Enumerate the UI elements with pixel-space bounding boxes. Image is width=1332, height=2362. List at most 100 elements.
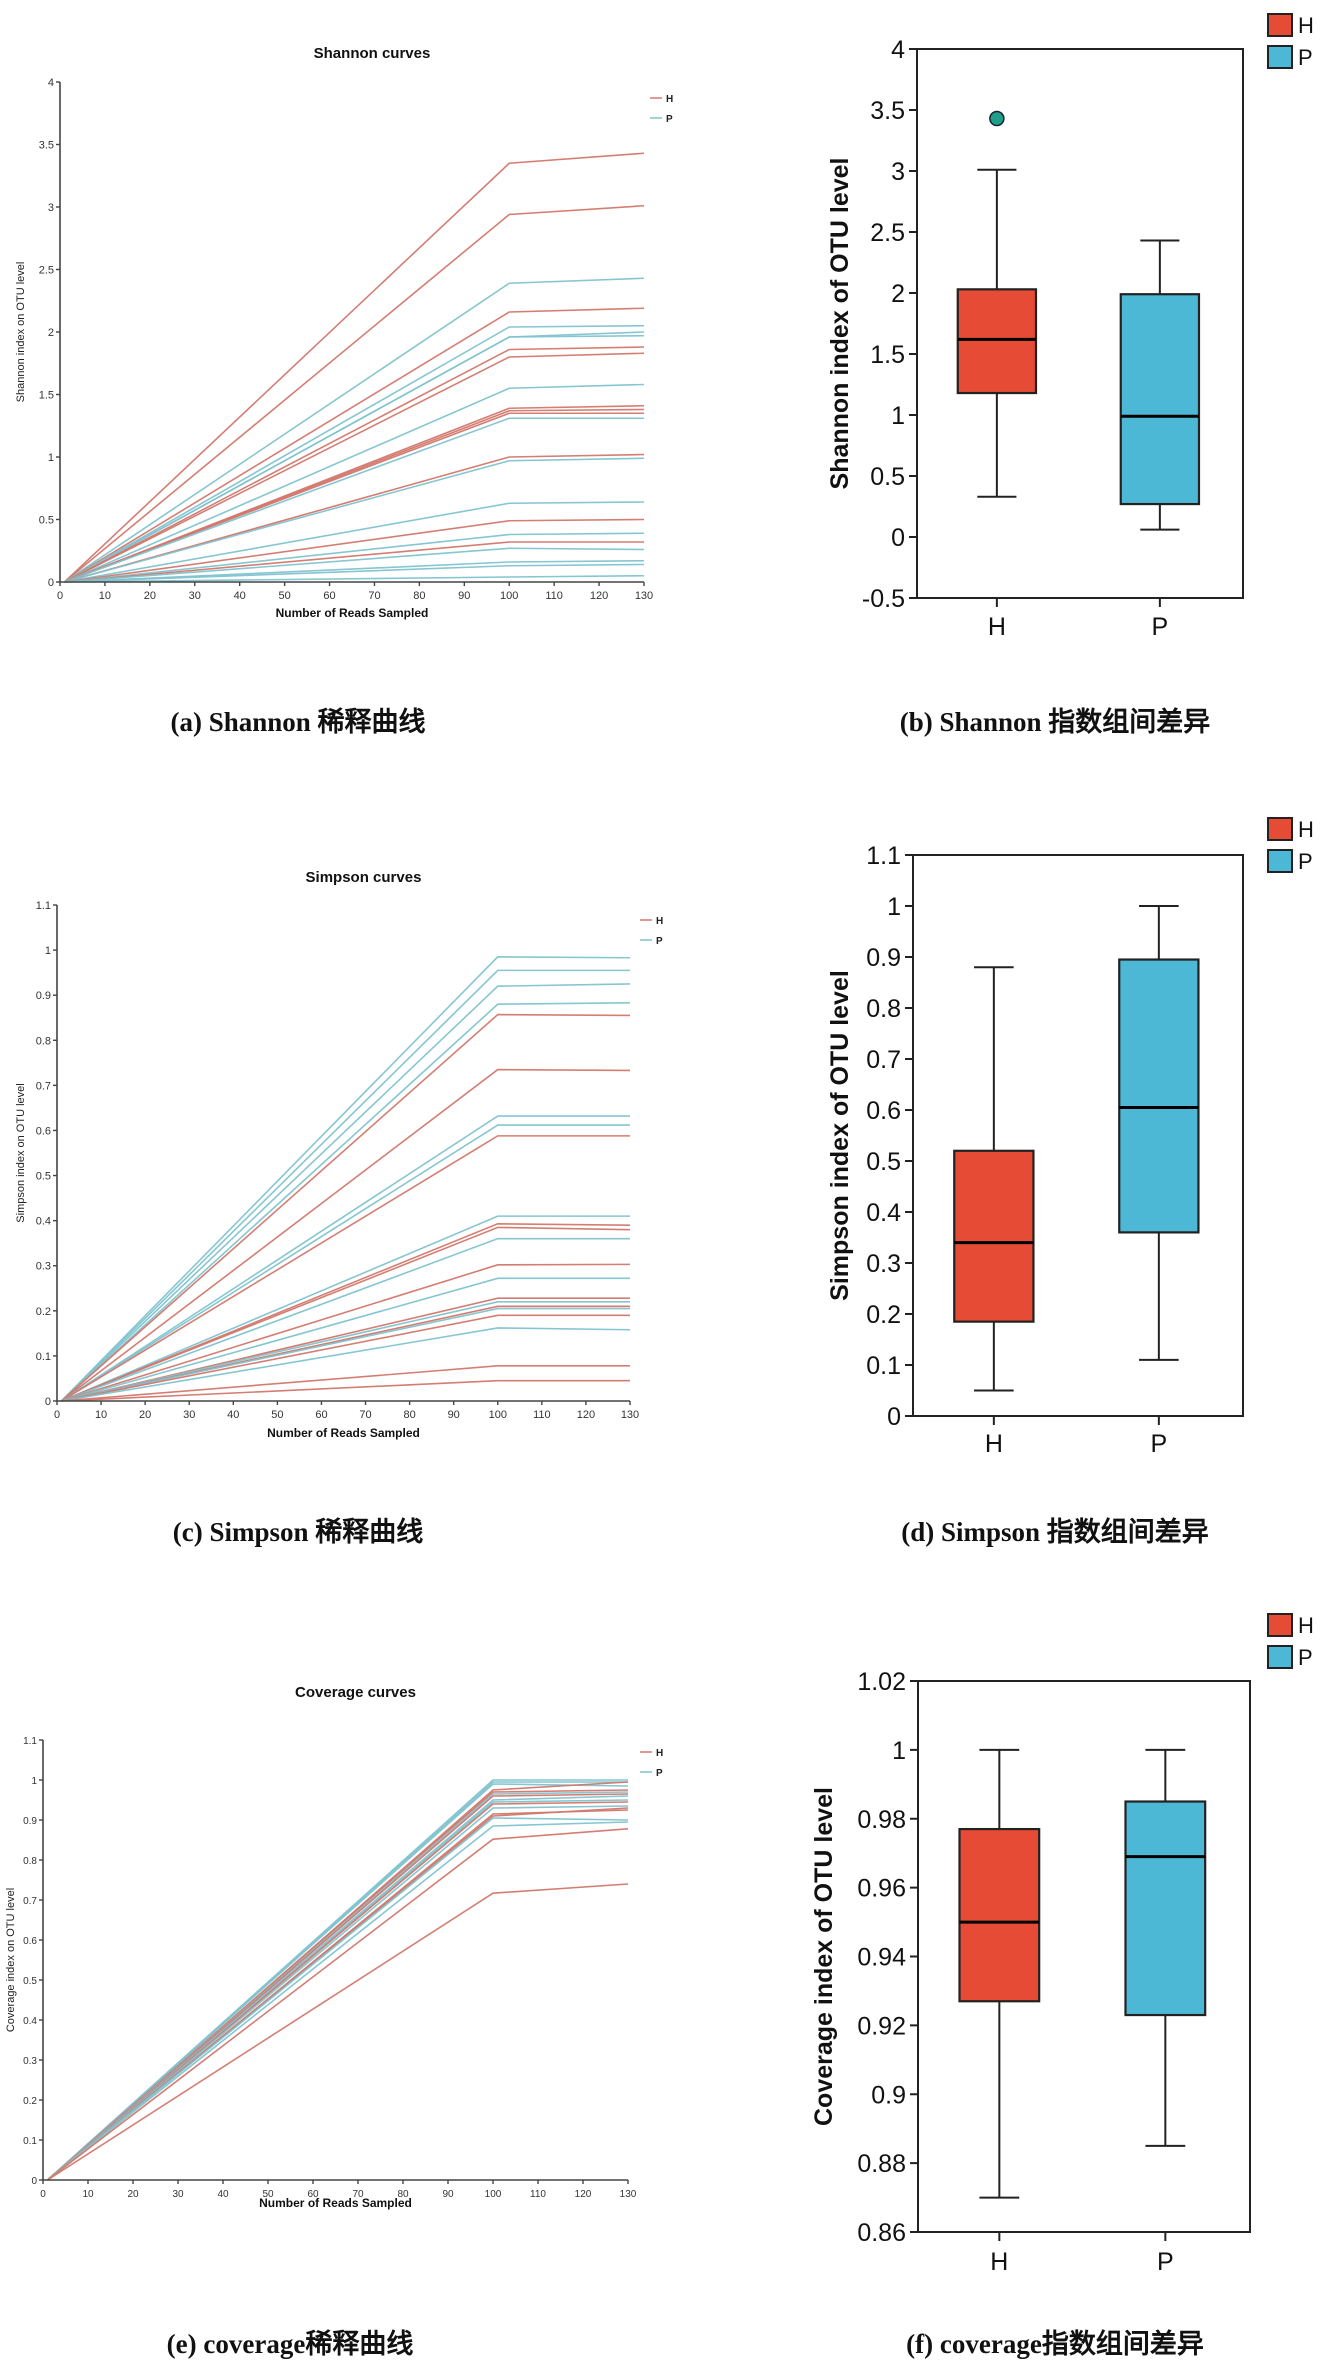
series-line-h	[61, 1263, 631, 1402]
box-iqr	[958, 1827, 1041, 2003]
series-line-p	[46, 1783, 629, 2181]
x-tick-label: 100	[485, 2189, 502, 2200]
x-tick-label: 30	[189, 590, 201, 602]
y-tick-label: 0.2	[866, 1301, 901, 1329]
series-line-p	[64, 501, 645, 583]
x-tick-label: 110	[533, 1409, 551, 1421]
series-line-h	[61, 1222, 631, 1402]
series-line-p	[64, 532, 645, 583]
y-tick-label: 3.5	[870, 97, 905, 125]
outlier-point	[989, 110, 1005, 127]
x-tick-label: 20	[144, 590, 156, 602]
legend-label-p: P	[1298, 849, 1313, 874]
y-tick-label: 1	[892, 1737, 906, 1765]
x-tick-label: 60	[315, 1409, 327, 1421]
legend-swatch-h	[1267, 1613, 1293, 1637]
x-tick-label: 40	[234, 590, 246, 602]
series-line-p	[64, 417, 644, 583]
series-line-h	[47, 1828, 629, 2181]
y-tick-label: 0.1	[36, 1351, 51, 1363]
chart-title: Simpson curves	[306, 869, 422, 886]
x-axis-label: Number of Reads Sampled	[267, 1426, 420, 1440]
series-line-h	[46, 1789, 629, 2181]
x-tick-label: H	[988, 613, 1006, 641]
series-line-h	[60, 1068, 631, 1402]
y-tick-label: 0.8	[866, 995, 901, 1023]
y-tick-label: 0.8	[36, 1035, 51, 1047]
y-axis-label: Coverage index on OTU level	[5, 1888, 17, 2032]
caption-d: (d) Simpson 指数组间差异	[901, 1517, 1209, 1547]
x-tick-label: 70	[368, 590, 380, 602]
series-line-h	[46, 1801, 629, 2181]
x-tick-label: 70	[359, 1409, 371, 1421]
x-tick-label: H	[990, 2248, 1008, 2276]
legend-label-h: H	[1298, 817, 1314, 842]
x-tick-label: 100	[489, 1409, 507, 1421]
x-tick-label: P	[1152, 613, 1169, 641]
x-tick-label: 130	[635, 590, 653, 602]
y-tick-label: 1	[891, 402, 905, 430]
y-axis-label: Shannon index of OTU level	[826, 158, 854, 490]
caption-c: (c) Simpson 稀释曲线	[172, 1517, 424, 1547]
x-tick-label: 90	[458, 590, 470, 602]
x-tick-label: 20	[139, 1409, 151, 1421]
box-iqr	[1119, 293, 1201, 506]
box-iqr	[1124, 1800, 1207, 2017]
caption-e: (e) coverage稀释曲线	[166, 2329, 414, 2359]
x-tick-label: 120	[590, 590, 608, 602]
x-tick-label: 120	[575, 2189, 592, 2200]
y-tick-label: 0.6	[866, 1097, 901, 1125]
x-tick-label: P	[1157, 2248, 1174, 2276]
x-tick-label: 90	[442, 2189, 454, 2200]
series-line-p	[46, 1817, 629, 2181]
series-line-p	[60, 969, 630, 1402]
chart-d: 0 0.1 0.2 0.3 0.4 0.5 0.6 0.7 0.8 0.9 1 1.1 Simpson …	[826, 817, 1314, 1458]
x-tick-label: 0	[54, 1409, 60, 1421]
series-line-h	[63, 204, 645, 583]
series-line-h	[61, 1365, 630, 1402]
box-p	[1119, 239, 1201, 531]
chart-c: Simpson curves 0 0.1 0.2 0.3 0.4 0.5 0.6 0.7 0.8 0…	[15, 869, 663, 1440]
y-tick-label: 0	[891, 524, 905, 552]
x-tick-label: 10	[82, 2189, 94, 2200]
y-tick-label: 1	[45, 945, 51, 957]
x-tick-label: 30	[172, 2189, 184, 2200]
x-tick-label: 130	[621, 1409, 639, 1421]
legend-label-p: P	[656, 1768, 663, 1779]
y-tick-label: 0.4	[23, 2016, 37, 2027]
y-tick-label: 3.5	[39, 140, 54, 152]
x-tick-label: 0	[40, 2189, 46, 2200]
legend-label-h: H	[656, 1748, 663, 1759]
legend-label-p: P	[666, 114, 673, 125]
y-tick-label: 1.5	[870, 341, 905, 369]
y-tick-label: 3	[891, 158, 905, 186]
y-tick-label: 0.5	[36, 1171, 51, 1183]
series-line-h	[46, 1793, 629, 2181]
y-tick-label: 0.3	[36, 1261, 51, 1273]
series-line-p	[64, 559, 645, 583]
x-axis-label: Number of Reads Sampled	[259, 2196, 412, 2210]
chart-title: Shannon curves	[314, 45, 431, 62]
plot-frame	[912, 854, 1244, 1417]
y-tick-label: 0.6	[23, 1936, 37, 1947]
x-tick-label: 60	[323, 590, 335, 602]
x-tick-label: 90	[448, 1409, 460, 1421]
x-tick-label: 50	[278, 590, 290, 602]
chart-title: Coverage curves	[295, 1684, 416, 1701]
x-axis-label: Number of Reads Sampled	[276, 606, 429, 620]
x-tick-label: 80	[403, 1409, 415, 1421]
series-line-p	[61, 1327, 631, 1402]
series-line-p	[60, 1124, 630, 1402]
series-line-h	[60, 1013, 631, 1402]
y-tick-label: 0.9	[36, 990, 51, 1002]
series-line-p	[60, 1115, 630, 1402]
y-tick-label: 0.98	[857, 1806, 906, 1834]
series-line-h	[60, 1135, 630, 1402]
x-tick-label: P	[1151, 1430, 1168, 1458]
legend-label-h: H	[1298, 13, 1314, 38]
caption-a: (a) Shannon 稀释曲线	[170, 707, 426, 737]
y-tick-label: 0.9	[23, 1816, 37, 1827]
x-tick-label: 70	[352, 2189, 364, 2200]
y-tick-label: 2	[48, 327, 54, 339]
y-tick-label: 2.5	[39, 265, 54, 277]
